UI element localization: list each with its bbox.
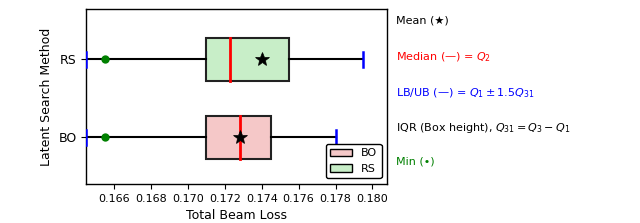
Y-axis label: Latent Search Method: Latent Search Method xyxy=(40,27,53,165)
Legend: BO, RS: BO, RS xyxy=(326,144,381,178)
Bar xyxy=(206,38,289,81)
Text: Mean (★): Mean (★) xyxy=(396,16,448,26)
Bar xyxy=(206,116,271,159)
Text: IQR (Box height), $Q_{31} = Q_3 - Q_1$: IQR (Box height), $Q_{31} = Q_3 - Q_1$ xyxy=(396,121,570,135)
X-axis label: Total Beam Loss: Total Beam Loss xyxy=(186,209,287,222)
Text: Median (—) = $Q_2$: Median (—) = $Q_2$ xyxy=(396,51,491,64)
Text: Min (•): Min (•) xyxy=(396,157,434,167)
Text: LB/UB (—) = $Q_1 \pm 1.5Q_{31}$: LB/UB (—) = $Q_1 \pm 1.5Q_{31}$ xyxy=(396,86,534,100)
